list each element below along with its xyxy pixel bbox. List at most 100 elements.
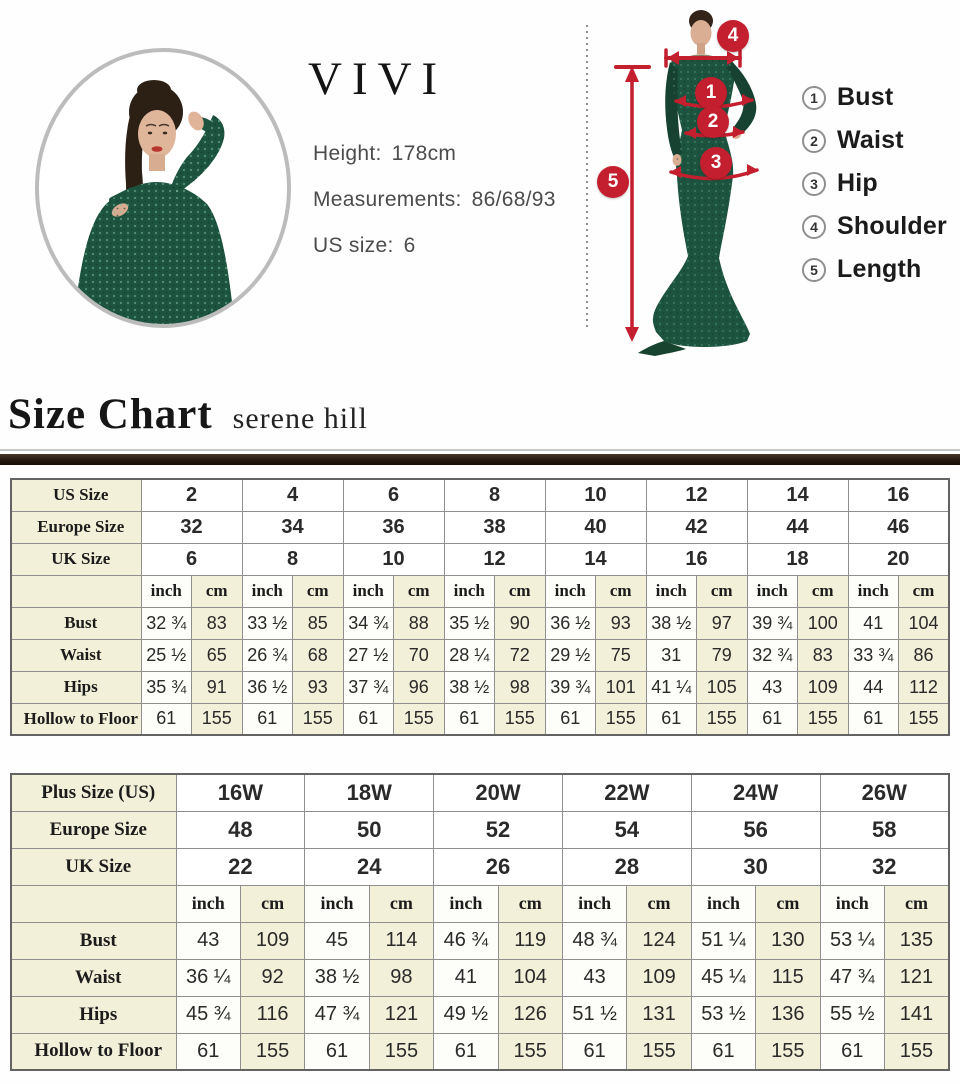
size-value-cell: 34 (241, 510, 344, 544)
inch-value-cell: 61 (140, 702, 192, 736)
dress-figure-illustration (586, 10, 759, 356)
inch-value-cell: 32 ¾ (746, 638, 798, 672)
size-value-cell: 16W (175, 773, 306, 812)
row-label-cell: Waist (10, 958, 177, 997)
row-label-cell: Hollow to Floor (10, 702, 142, 736)
size-header-row: Europe Size 32 34 36 38 40 42 44 46 (10, 510, 950, 544)
legend-number-icon: 2 (802, 128, 826, 153)
cm-value-cell: 136 (755, 995, 821, 1034)
size-header-row: US Size 2 4 6 8 10 12 14 16 (10, 478, 950, 512)
header-rule (0, 449, 960, 451)
unit-inch-cell: inch (433, 884, 499, 923)
inch-value-cell: 36 ¼ (175, 958, 241, 997)
row-label-cell: Hips (10, 670, 142, 704)
size-value-cell: 48 (175, 810, 306, 849)
cm-value-cell: 112 (898, 670, 950, 704)
size-chart-title: Size Chart (8, 391, 213, 438)
cm-value-cell: 130 (755, 921, 821, 960)
cm-value-cell: 92 (239, 958, 306, 997)
dress-measurement-diagram: 1 2 3 4 5 (560, 0, 810, 372)
legend-item-shoulder: 4 Shoulder (802, 205, 960, 248)
regular-size-table: US Size 2 4 6 8 10 12 14 16 Europe Size 32 34 36 38 40… (10, 478, 950, 736)
unit-inch-cell: inch (561, 884, 628, 923)
unit-cm-cell: cm (883, 884, 950, 923)
marker-waist: 2 (697, 106, 729, 138)
inch-value-cell: 43 (561, 958, 628, 997)
cm-value-cell: 155 (239, 1032, 306, 1071)
unit-row: inch cm inch cm inch cm inch cm inch cm inch cm inch… (10, 574, 950, 608)
size-value-cell: 6 (342, 478, 445, 512)
cm-value-cell: 85 (292, 606, 344, 640)
size-value-cell: 22 (175, 847, 306, 886)
inch-value-cell: 41 (433, 958, 499, 997)
unit-cm-cell: cm (696, 574, 748, 608)
cm-value-cell: 155 (393, 702, 445, 736)
inch-value-cell: 61 (561, 1032, 628, 1071)
marker-bust: 1 (695, 77, 727, 109)
unit-inch-cell: inch (304, 884, 370, 923)
cm-value-cell: 126 (497, 995, 563, 1034)
inch-value-cell: 55 ½ (819, 995, 885, 1034)
unit-cm-cell: cm (595, 574, 647, 608)
inch-value-cell: 47 ¾ (819, 958, 885, 997)
row-label-cell (10, 574, 142, 608)
inch-value-cell: 27 ½ (342, 638, 394, 672)
inch-value-cell: 53 ¼ (819, 921, 885, 960)
measurement-row: Waist 36 ¼ 92 38 ½ 98 41 104 43 109 45 ¼ 115 47 ¾ 12… (10, 958, 950, 997)
cm-value-cell: 121 (883, 958, 950, 997)
size-header-row: Plus Size (US) 16W 18W 20W 22W 24W 26W (10, 773, 950, 812)
marker-shoulder: 4 (717, 20, 749, 52)
inch-value-cell: 49 ½ (433, 995, 499, 1034)
size-value-cell: 26W (819, 773, 950, 812)
inch-value-cell: 35 ¾ (140, 670, 192, 704)
size-value-cell: 32 (819, 847, 950, 886)
inch-value-cell: 47 ¾ (304, 995, 370, 1034)
row-label-cell: UK Size (10, 847, 177, 886)
size-value-cell: 6 (140, 542, 243, 576)
unit-cm-cell: cm (292, 574, 344, 608)
cm-value-cell: 124 (626, 921, 692, 960)
inch-value-cell: 61 (433, 1032, 499, 1071)
size-value-cell: 8 (241, 542, 344, 576)
inch-value-cell: 61 (443, 702, 495, 736)
size-value-cell: 24W (690, 773, 821, 812)
cm-value-cell: 135 (883, 921, 950, 960)
size-value-cell: 54 (561, 810, 692, 849)
size-value-cell: 38 (443, 510, 546, 544)
unit-inch-cell: inch (746, 574, 798, 608)
brand-title: VIVI (308, 53, 448, 105)
unit-inch-cell: inch (342, 574, 394, 608)
unit-cm-cell: cm (755, 884, 821, 923)
unit-cm-cell: cm (626, 884, 692, 923)
size-value-cell: 58 (819, 810, 950, 849)
inch-value-cell: 48 ¾ (561, 921, 628, 960)
inch-value-cell: 61 (241, 702, 293, 736)
cm-value-cell: 75 (595, 638, 647, 672)
cm-value-cell: 72 (494, 638, 546, 672)
size-chart-header: Size Chart serene hill (0, 390, 960, 465)
unit-inch-cell: inch (140, 574, 192, 608)
cm-value-cell: 155 (898, 702, 950, 736)
cm-value-cell: 119 (497, 921, 563, 960)
inch-value-cell: 29 ½ (544, 638, 596, 672)
legend-item-waist: 2 Waist (802, 119, 960, 162)
unit-inch-cell: inch (645, 574, 697, 608)
model-info-section: VIVI Height: 178cm Measurements: 86/68/93 … (0, 0, 960, 382)
size-value-cell: 12 (645, 478, 748, 512)
unit-inch-cell: inch (690, 884, 757, 923)
unit-cm-cell: cm (191, 574, 243, 608)
size-value-cell: 16 (645, 542, 748, 576)
model-photo-illustration (35, 48, 291, 328)
row-label-cell: Hollow to Floor (10, 1032, 177, 1071)
cm-value-cell: 155 (797, 702, 849, 736)
size-value-cell: 52 (433, 810, 563, 849)
unit-inch-cell: inch (819, 884, 885, 923)
inch-value-cell: 39 ¾ (746, 606, 798, 640)
measurement-row: Bust 32 ¾ 83 33 ½ 85 34 ¾ 88 35 ½ 90 36 ½ 93 38 ½ 97… (10, 606, 950, 640)
plus-size-table: Plus Size (US) 16W 18W 20W 22W 24W 26W Europe S… (10, 773, 950, 1071)
inch-value-cell: 51 ½ (561, 995, 628, 1034)
size-value-cell: 10 (342, 542, 445, 576)
inch-value-cell: 32 ¾ (140, 606, 192, 640)
